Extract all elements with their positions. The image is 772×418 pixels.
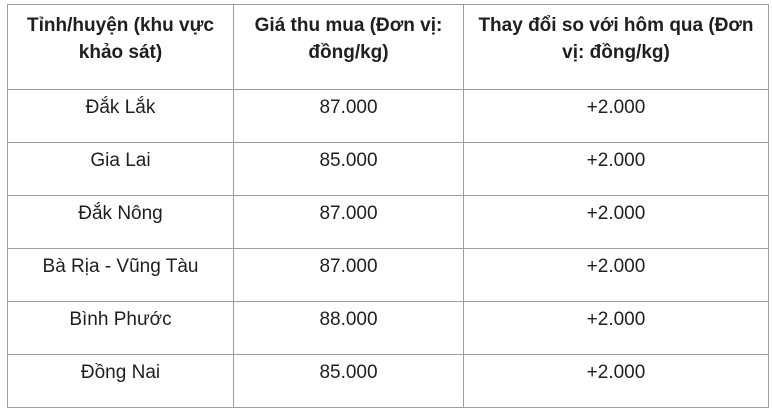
header-price: Giá thu mua (Đơn vị: đồng/kg) xyxy=(233,4,464,90)
change-cell: +2.000 xyxy=(463,89,769,143)
province-cell: Gia Lai xyxy=(7,142,234,196)
change-cell: +2.000 xyxy=(463,354,769,408)
change-cell: +2.000 xyxy=(463,195,769,249)
change-cell: +2.000 xyxy=(463,301,769,355)
province-cell: Đắk Lắk xyxy=(7,89,234,143)
change-cell: +2.000 xyxy=(463,142,769,196)
province-cell: Đắk Nông xyxy=(7,195,234,249)
pepper-price-table: Tỉnh/huyện (khu vực khảo sát) Giá thu mu… xyxy=(7,4,769,408)
price-cell: 87.000 xyxy=(233,248,464,302)
change-cell: +2.000 xyxy=(463,248,769,302)
header-row: Tỉnh/huyện (khu vực khảo sát) Giá thu mu… xyxy=(7,4,769,90)
price-cell: 85.000 xyxy=(233,354,464,408)
header-province: Tỉnh/huyện (khu vực khảo sát) xyxy=(7,4,234,90)
price-cell: 85.000 xyxy=(233,142,464,196)
table-row: Đắk Nông 87.000 +2.000 xyxy=(7,195,769,249)
table-row: Bình Phước 88.000 +2.000 xyxy=(7,301,769,355)
province-cell: Bình Phước xyxy=(7,301,234,355)
table-row: Bà Rịa - Vũng Tàu 87.000 +2.000 xyxy=(7,248,769,302)
province-cell: Đồng Nai xyxy=(7,354,234,408)
price-cell: 87.000 xyxy=(233,89,464,143)
header-change: Thay đổi so với hôm qua (Đơn vị: đồng/kg… xyxy=(463,4,769,90)
province-cell: Bà Rịa - Vũng Tàu xyxy=(7,248,234,302)
price-table-container: Tỉnh/huyện (khu vực khảo sát) Giá thu mu… xyxy=(7,4,769,408)
price-cell: 88.000 xyxy=(233,301,464,355)
table-row: Gia Lai 85.000 +2.000 xyxy=(7,142,769,196)
price-cell: 87.000 xyxy=(233,195,464,249)
table-row: Đồng Nai 85.000 +2.000 xyxy=(7,354,769,408)
table-row: Đắk Lắk 87.000 +2.000 xyxy=(7,89,769,143)
